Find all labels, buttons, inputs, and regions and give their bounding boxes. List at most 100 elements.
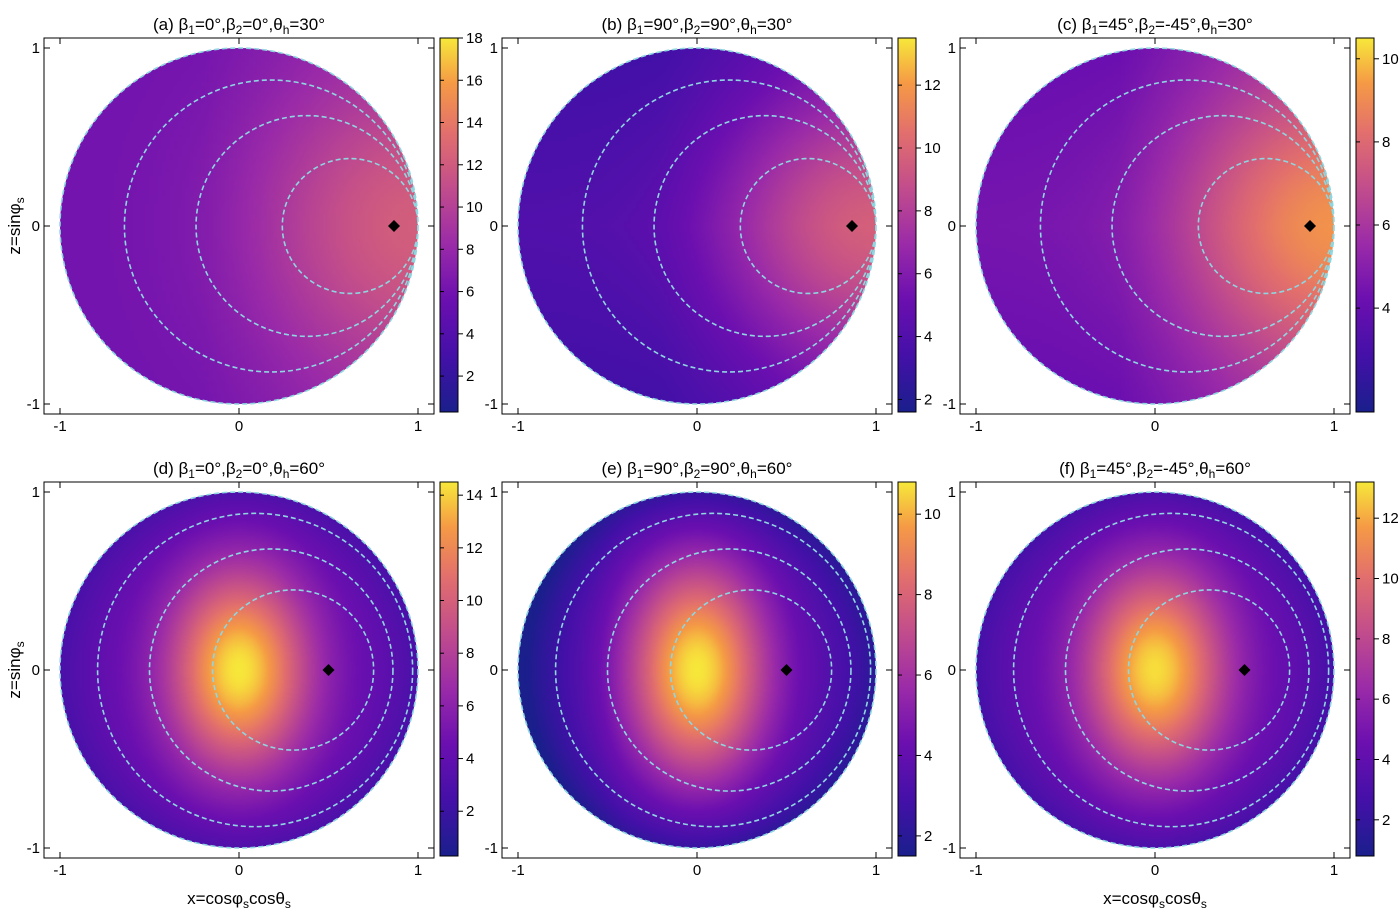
x-tick-label: 1 bbox=[414, 862, 422, 879]
x-tick-label: 0 bbox=[693, 418, 701, 435]
colorbar bbox=[897, 481, 917, 857]
colorbar-tick-label: 14 bbox=[466, 115, 483, 132]
x-tick-label: 1 bbox=[414, 418, 422, 435]
heatmap-disk bbox=[976, 492, 1334, 848]
y-tick-label: 1 bbox=[32, 484, 40, 501]
contour-circle-3 bbox=[123, 79, 418, 373]
colorbar-tick-label: 2 bbox=[466, 368, 474, 385]
y-tick-label: 1 bbox=[490, 484, 498, 501]
colorbar-tick-label: 4 bbox=[924, 747, 932, 764]
panel-title: (e) β1=90°,β2=90°,θh=60° bbox=[602, 459, 793, 481]
colorbar bbox=[1355, 481, 1375, 857]
colorbar-tick-label: 12 bbox=[466, 540, 483, 557]
colorbar-tick-label: 14 bbox=[466, 487, 483, 504]
heatmap-disk bbox=[60, 48, 418, 404]
y-tick-label: 0 bbox=[948, 218, 956, 235]
contour-circle-2 bbox=[1064, 548, 1310, 792]
contour-circle-1 bbox=[669, 589, 833, 751]
marker-diamond bbox=[1304, 220, 1317, 232]
colorbar-tick-label: 4 bbox=[924, 329, 932, 346]
x-tick-label: 1 bbox=[1330, 862, 1338, 879]
panel-title: (a) β1=0°,β2=0°,θh=30° bbox=[153, 15, 325, 37]
y-tick-label: 0 bbox=[948, 662, 956, 679]
contour-circle-1 bbox=[1197, 157, 1334, 295]
y-tick-label: -1 bbox=[943, 396, 956, 413]
marker-diamond bbox=[322, 664, 335, 676]
contour-circle-1 bbox=[281, 157, 418, 295]
colorbar-tick-label: 6 bbox=[466, 698, 474, 715]
x-tick-label: -1 bbox=[969, 418, 982, 435]
marker-diamond bbox=[780, 664, 793, 676]
colorbar-tick-label: 10 bbox=[1382, 571, 1399, 588]
colorbar-tick-label: 10 bbox=[466, 593, 483, 610]
x-tick-label: 1 bbox=[1330, 418, 1338, 435]
colorbar bbox=[439, 481, 459, 857]
y-tick-label: -1 bbox=[485, 840, 498, 857]
colorbar-tick-label: 2 bbox=[924, 391, 932, 408]
panel-f: (f) β1=45°,β2=-45°,θh=60°-1 0 1-1012468101… bbox=[943, 459, 1399, 879]
y-tick-label: 1 bbox=[948, 40, 956, 57]
panel-title: (c) β1=45°,β2=-45°,θh=30° bbox=[1057, 15, 1253, 37]
y-axis-label: z=sinφs bbox=[5, 641, 27, 698]
x-axis-label: x=cosφscosθs bbox=[187, 889, 291, 911]
contour-circle-3 bbox=[554, 512, 872, 828]
x-tick-label: -1 bbox=[53, 862, 66, 879]
x-axis-label: x=cosφscosθs bbox=[1103, 889, 1207, 911]
contour-circle-1 bbox=[1127, 589, 1291, 751]
contour-circle-2 bbox=[1111, 114, 1334, 338]
y-tick-label: -1 bbox=[27, 840, 40, 857]
colorbar-tick-label: 6 bbox=[1382, 217, 1390, 234]
x-tick-label: 0 bbox=[693, 862, 701, 879]
contour-circle-3 bbox=[581, 79, 876, 373]
colorbar-tick-label: 10 bbox=[924, 506, 941, 523]
colorbar-tick-label: 12 bbox=[924, 77, 941, 94]
colorbar-tick-label: 8 bbox=[924, 203, 932, 220]
x-tick-label: -1 bbox=[53, 418, 66, 435]
x-tick-label: -1 bbox=[511, 418, 524, 435]
colorbar-tick-label: 2 bbox=[924, 828, 932, 845]
contour-circle-2 bbox=[653, 114, 876, 338]
colorbar-tick-label: 10 bbox=[1382, 51, 1399, 68]
contour-circle-3 bbox=[96, 512, 414, 828]
contour-circle-3 bbox=[1039, 79, 1334, 373]
contour-circle-1 bbox=[739, 157, 876, 295]
y-tick-label: 0 bbox=[32, 218, 40, 235]
x-tick-label: 0 bbox=[235, 862, 243, 879]
y-tick-label: -1 bbox=[27, 396, 40, 413]
colorbar-tick-label: 10 bbox=[466, 199, 483, 216]
y-tick-label: 0 bbox=[490, 218, 498, 235]
contour-circle-3 bbox=[1012, 512, 1330, 828]
colorbar-tick-label: 6 bbox=[924, 667, 932, 684]
colorbar bbox=[897, 37, 917, 413]
colorbar-tick-label: 6 bbox=[466, 284, 474, 301]
panel-title: (b) β1=90°,β2=90°,θh=30° bbox=[602, 15, 793, 37]
colorbar-tick-label: 12 bbox=[466, 157, 483, 174]
x-tick-label: 0 bbox=[1151, 862, 1159, 879]
disk-boundary bbox=[517, 491, 877, 849]
colorbar-tick-label: 10 bbox=[924, 140, 941, 157]
colorbar-tick-label: 4 bbox=[466, 326, 474, 343]
colorbar-tick-label: 4 bbox=[1382, 300, 1390, 317]
panel-a: (a) β1=0°,β2=0°,θh=30°-1 0 1-1012468101214… bbox=[27, 15, 483, 435]
disk-boundary bbox=[59, 491, 419, 849]
colorbar-tick-label: 8 bbox=[466, 645, 474, 662]
y-tick-label: -1 bbox=[943, 840, 956, 857]
y-tick-label: 0 bbox=[490, 662, 498, 679]
colorbar-tick-label: 2 bbox=[1382, 812, 1390, 829]
marker-diamond bbox=[388, 220, 401, 232]
contour-circle-2 bbox=[148, 548, 394, 792]
y-tick-label: 1 bbox=[32, 40, 40, 57]
colorbar-tick-label: 6 bbox=[1382, 691, 1390, 708]
contour-circle-1 bbox=[211, 589, 375, 751]
colorbar-tick-label: 16 bbox=[466, 72, 483, 89]
colorbar-tick-label: 4 bbox=[1382, 751, 1390, 768]
panel-c: (c) β1=45°,β2=-45°,θh=30° -1 0 1 -1 0 1 4 6 8 10 bbox=[943, 15, 1399, 435]
disk-boundary bbox=[975, 491, 1335, 849]
panel-title: (d) β1=0°,β2=0°,θh=60° bbox=[153, 459, 325, 481]
x-tick-label: 0 bbox=[235, 418, 243, 435]
marker-diamond bbox=[1238, 664, 1251, 676]
x-tick-label: -1 bbox=[969, 862, 982, 879]
y-tick-label: -1 bbox=[485, 396, 498, 413]
colorbar-tick-label: 4 bbox=[466, 751, 474, 768]
